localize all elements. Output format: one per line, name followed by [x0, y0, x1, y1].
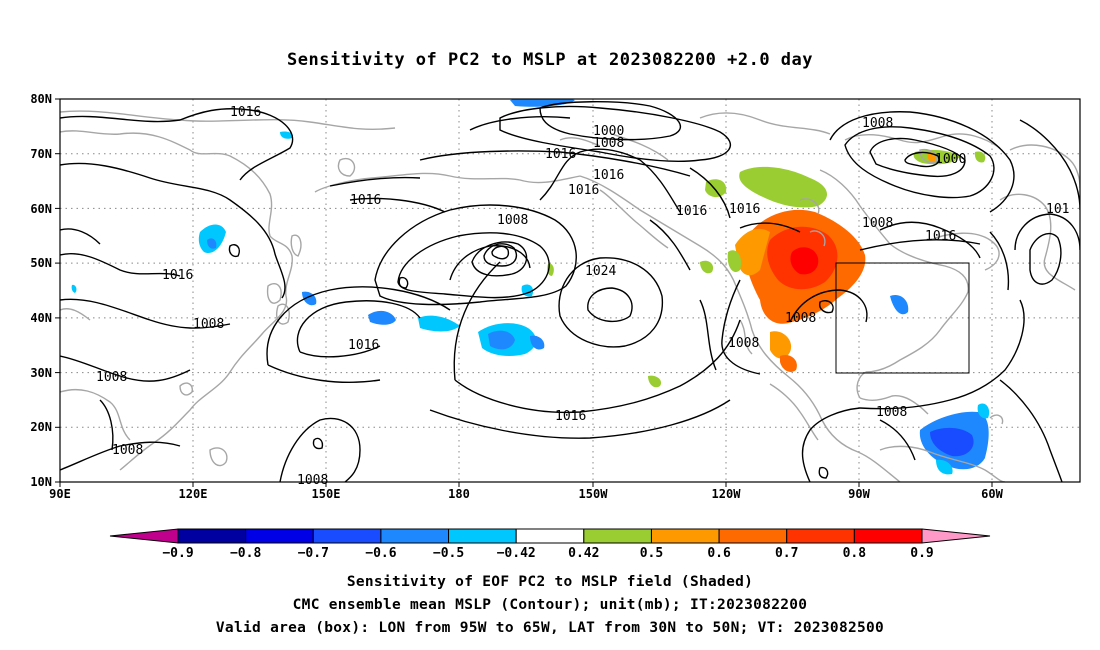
colorbar-swatch: [177, 528, 247, 544]
lon-tick-label: 180: [448, 487, 470, 501]
contour-label: 1008: [297, 473, 328, 488]
lat-tick-label: 70N: [30, 147, 52, 161]
lon-tick-label: 90W: [848, 487, 870, 501]
lat-tick-label: 80N: [30, 92, 52, 106]
colorbar-low-cap: [109, 528, 179, 544]
lat-tick-label: 60N: [30, 202, 52, 216]
map-title: Sensitivity of PC2 to MSLP at 2023082200…: [286, 50, 813, 70]
colorbar-tick-label: 0.42: [568, 546, 599, 561]
contour-label: 1016: [350, 193, 381, 208]
colorbar-swatch: [650, 528, 720, 544]
contour-label: 1016: [568, 183, 599, 198]
colorbar-swatch: [718, 528, 788, 544]
colorbar-tick-label: 0.8: [843, 546, 867, 561]
lon-tick-label: 120W: [712, 487, 742, 501]
coastlines: [60, 110, 1080, 482]
lat-tick-label: 20N: [30, 420, 52, 434]
contour-label: 1016: [230, 105, 261, 120]
colorbar-tick-label: 0.5: [640, 546, 663, 561]
contour-label: 1016: [348, 338, 379, 353]
contour-label: 1008: [193, 317, 224, 332]
colorbar-tick-label: −0.6: [365, 546, 396, 561]
positive-max-na: [790, 247, 819, 275]
lat-tick-label: 30N: [30, 366, 52, 380]
contour-label: 1016: [729, 202, 760, 217]
contour-label: 1008: [497, 213, 528, 228]
colorbar-labels: −0.9 −0.8 −0.7 −0.6 −0.5 −0.42 0.42 0.5 0.6 0.7 0.…: [162, 546, 933, 561]
latitude-axis: [55, 98, 60, 483]
colorbar-tick-label: −0.8: [230, 546, 261, 561]
colorbar-swatch: [312, 528, 382, 544]
plot-frame: [59, 98, 1081, 483]
valid-area-box: [835, 262, 970, 374]
contour-label: 1008: [862, 116, 893, 131]
colorbar-swatch: [380, 528, 450, 544]
plot-area: [60, 99, 1080, 482]
lon-tick-label: 150E: [312, 487, 341, 501]
contour-label: 1008: [728, 336, 759, 351]
contour-label: 1008: [96, 370, 127, 385]
lon-tick-label: 60W: [981, 487, 1003, 501]
contour-label: 1008: [593, 136, 624, 151]
lon-tick-label: 120E: [179, 487, 208, 501]
contour-label: 1016: [545, 147, 576, 162]
longitude-axis: [59, 482, 993, 487]
colorbar-tick-label: 0.9: [910, 546, 933, 561]
mslp-contours: [60, 101, 1080, 482]
contour-label: 1016: [925, 229, 956, 244]
contour-label: 1008: [785, 311, 816, 326]
colorbar-swatch: [583, 528, 652, 544]
lat-tick-label: 40N: [30, 311, 52, 325]
contour-label: 1016: [593, 168, 624, 183]
colorbar-tick-label: 0.7: [775, 546, 798, 561]
colorbar-high-cap: [921, 528, 991, 544]
colorbar-swatch: [245, 528, 314, 544]
contour-label: 1016: [555, 409, 586, 424]
colorbar: [109, 528, 991, 544]
contour-labels: 1016 1000 1008 1016 1016 1016 1008 1000 …: [96, 105, 1069, 488]
lon-tick-label: 90E: [49, 487, 71, 501]
colorbar-swatch: [786, 528, 855, 544]
colorbar-swatch: [448, 528, 517, 544]
caption-line-1: Sensitivity of EOF PC2 to MSLP field (Sh…: [346, 574, 754, 590]
colorbar-tick-label: 0.6: [707, 546, 731, 561]
caption-line-2: CMC ensemble mean MSLP (Contour); unit(m…: [292, 597, 808, 613]
contour-label: 101: [1046, 202, 1069, 217]
lon-tick-label: 150W: [579, 487, 609, 501]
caption-line-3: Valid area (box): LON from 95W to 65W, L…: [215, 620, 885, 636]
contour-label: 1008: [862, 216, 893, 231]
colorbar-tick-label: −0.42: [497, 546, 536, 561]
longitude-labels: 90E 120E 150E 180 150W 120W 90W 60W: [49, 487, 1003, 501]
latitude-labels: 80N 70N 60N 50N 40N 30N 20N 10N: [30, 92, 52, 489]
contour-label: 1016: [162, 268, 193, 283]
positive-orange-rim: [735, 228, 770, 276]
colorbar-swatch: [853, 528, 923, 544]
contour-label: 1024: [585, 264, 616, 279]
lat-tick-label: 10N: [30, 475, 52, 489]
lat-tick-label: 50N: [30, 256, 52, 270]
colorbar-swatch: [515, 528, 585, 544]
contour-label: 1000: [593, 124, 624, 139]
contour-label: 1008: [876, 405, 907, 420]
sensitivity-shading: [71, 99, 990, 475]
contour-label: 1016: [676, 204, 707, 219]
colorbar-tick-label: −0.5: [433, 546, 464, 561]
contour-label: 1008: [112, 443, 143, 458]
colorbar-tick-label: −0.7: [298, 546, 329, 561]
colorbar-tick-label: −0.9: [162, 546, 193, 561]
contour-label: 1000: [935, 152, 966, 167]
